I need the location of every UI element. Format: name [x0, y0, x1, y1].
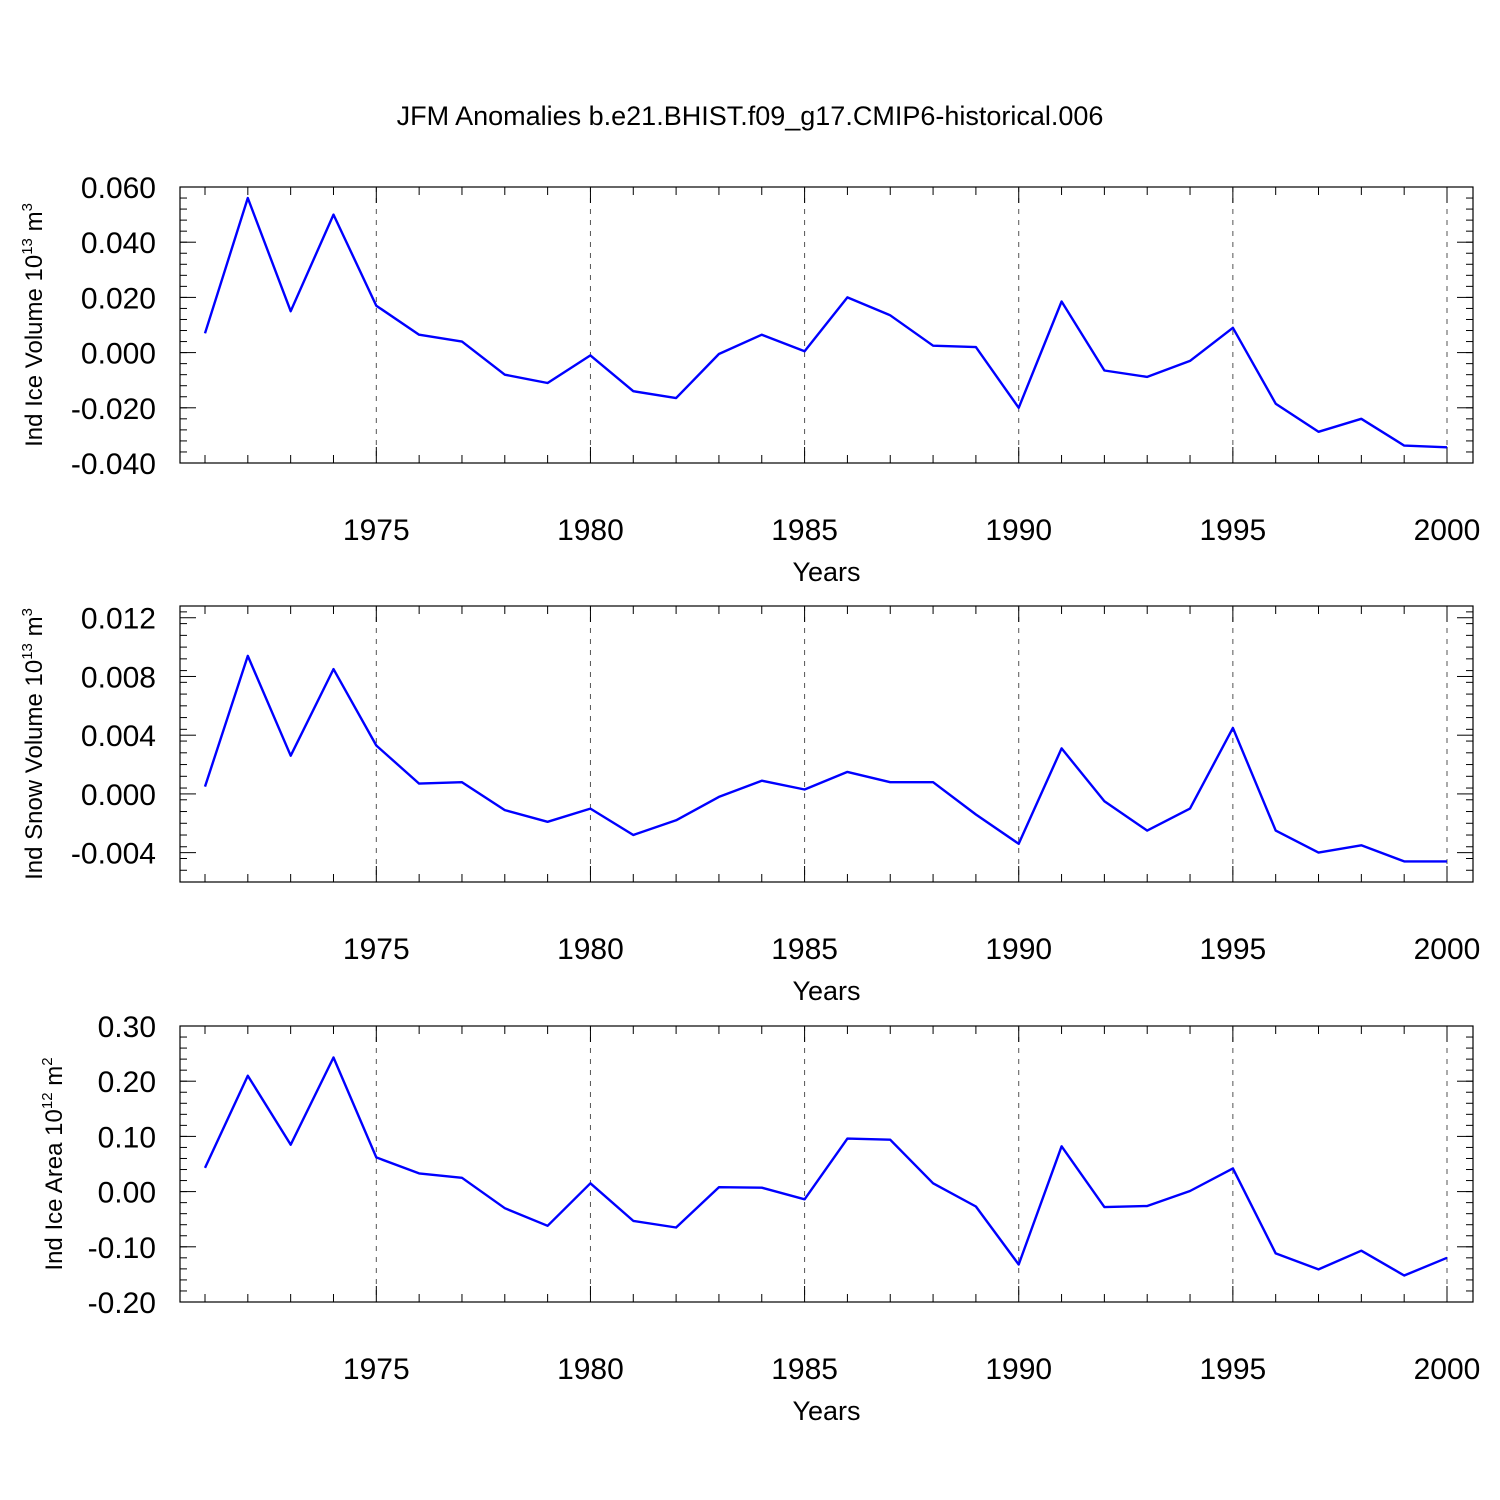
- plot-frame: [179, 605, 1474, 883]
- y-tick-label: 0.040: [81, 227, 156, 260]
- y-axis-label-superscript: 3: [19, 608, 36, 616]
- x-tick-label: 1975: [343, 933, 410, 966]
- x-axis-label: Years: [792, 976, 860, 1006]
- x-tick-label: 1980: [557, 933, 624, 966]
- y-axis-label-part: Ind Ice Volume 10: [21, 255, 48, 447]
- y-tick-label: -0.20: [88, 1287, 156, 1320]
- x-tick-label: 1990: [985, 514, 1052, 547]
- y-tick-label: -0.020: [71, 393, 156, 426]
- x-tick-label: 1990: [985, 1353, 1052, 1386]
- y-axis-label-superscript: 13: [19, 643, 36, 660]
- y-tick-label: 0.000: [81, 779, 156, 812]
- y-tick-label: 0.008: [81, 661, 156, 694]
- x-axis-label: Years: [792, 1396, 860, 1426]
- y-tick-label: 0.20: [98, 1066, 156, 1099]
- series-line: [203, 196, 1448, 449]
- y-tick-label: 0.004: [81, 720, 156, 753]
- x-tick-label: 1975: [343, 514, 410, 547]
- panel-2: 0.012 0.008 0.004 0.000 -0.004 1975 1980 1985 19…: [19, 603, 1480, 1006]
- x-tick-label: 2000: [1414, 933, 1481, 966]
- plot-frame: [179, 1025, 1474, 1303]
- y-axis-label-superscript: 2: [39, 1057, 56, 1065]
- x-tick-label: 1985: [771, 514, 838, 547]
- y-tick-label: 0.060: [81, 172, 156, 205]
- y-axis-label: Ind Ice Volume 1013 m3: [19, 203, 48, 447]
- y-tick-label: 0.012: [81, 603, 156, 636]
- y-axis-label-part: m: [21, 211, 48, 238]
- y-axis-label-part: m: [21, 616, 48, 643]
- y-tick-label: 0.000: [81, 338, 156, 371]
- x-tick-label: 1980: [557, 514, 624, 547]
- y-tick-label: -0.10: [88, 1232, 156, 1265]
- y-axis-label: Ind Snow Volume 1013 m3: [19, 608, 48, 880]
- y-tick-label: 0.30: [98, 1011, 156, 1044]
- y-tick-label: -0.004: [71, 838, 156, 871]
- y-axis-label-part: Ind Snow Volume 10: [21, 660, 48, 880]
- y-axis-label-part: m: [41, 1066, 68, 1093]
- x-tick-label: 2000: [1414, 1353, 1481, 1386]
- series-line: [203, 1056, 1448, 1277]
- y-axis-label-superscript: 12: [39, 1092, 56, 1109]
- x-tick-label: 1980: [557, 1353, 624, 1386]
- y-axis-label: Ind Ice Area 1012 m2: [39, 1057, 68, 1270]
- x-tick-label: 1985: [771, 1353, 838, 1386]
- x-tick-label: 1975: [343, 1353, 410, 1386]
- x-axis-label: Years: [792, 557, 860, 587]
- x-tick-label: 1995: [1199, 514, 1266, 547]
- chart-panels: 0.060 0.040 0.020 0.000 -0.020 -0.040 1975 1980…: [19, 172, 1480, 1426]
- figure-title: JFM Anomalies b.e21.BHIST.f09_g17.CMIP6-…: [397, 101, 1104, 131]
- y-axis-label-superscript: 3: [19, 203, 36, 211]
- panel-1: 0.060 0.040 0.020 0.000 -0.020 -0.040 1975 1980…: [19, 172, 1480, 587]
- y-tick-label: -0.040: [71, 448, 156, 481]
- y-tick-label: 0.10: [98, 1121, 156, 1154]
- y-axis-label-part: Ind Ice Area 10: [41, 1109, 68, 1270]
- y-tick-label: 0.020: [81, 282, 156, 315]
- x-tick-label: 2000: [1414, 514, 1481, 547]
- x-tick-label: 1995: [1199, 1353, 1266, 1386]
- y-axis-label-superscript: 13: [19, 238, 36, 255]
- x-tick-label: 1995: [1199, 933, 1266, 966]
- y-tick-label: 0.00: [98, 1177, 156, 1210]
- x-tick-label: 1985: [771, 933, 838, 966]
- series-line: [203, 654, 1447, 863]
- plot-frame: [179, 186, 1474, 464]
- panel-3: 0.30 0.20 0.10 0.00 -0.10 -0.20 1975 1980 1985 19…: [39, 1011, 1480, 1426]
- x-tick-label: 1990: [985, 933, 1052, 966]
